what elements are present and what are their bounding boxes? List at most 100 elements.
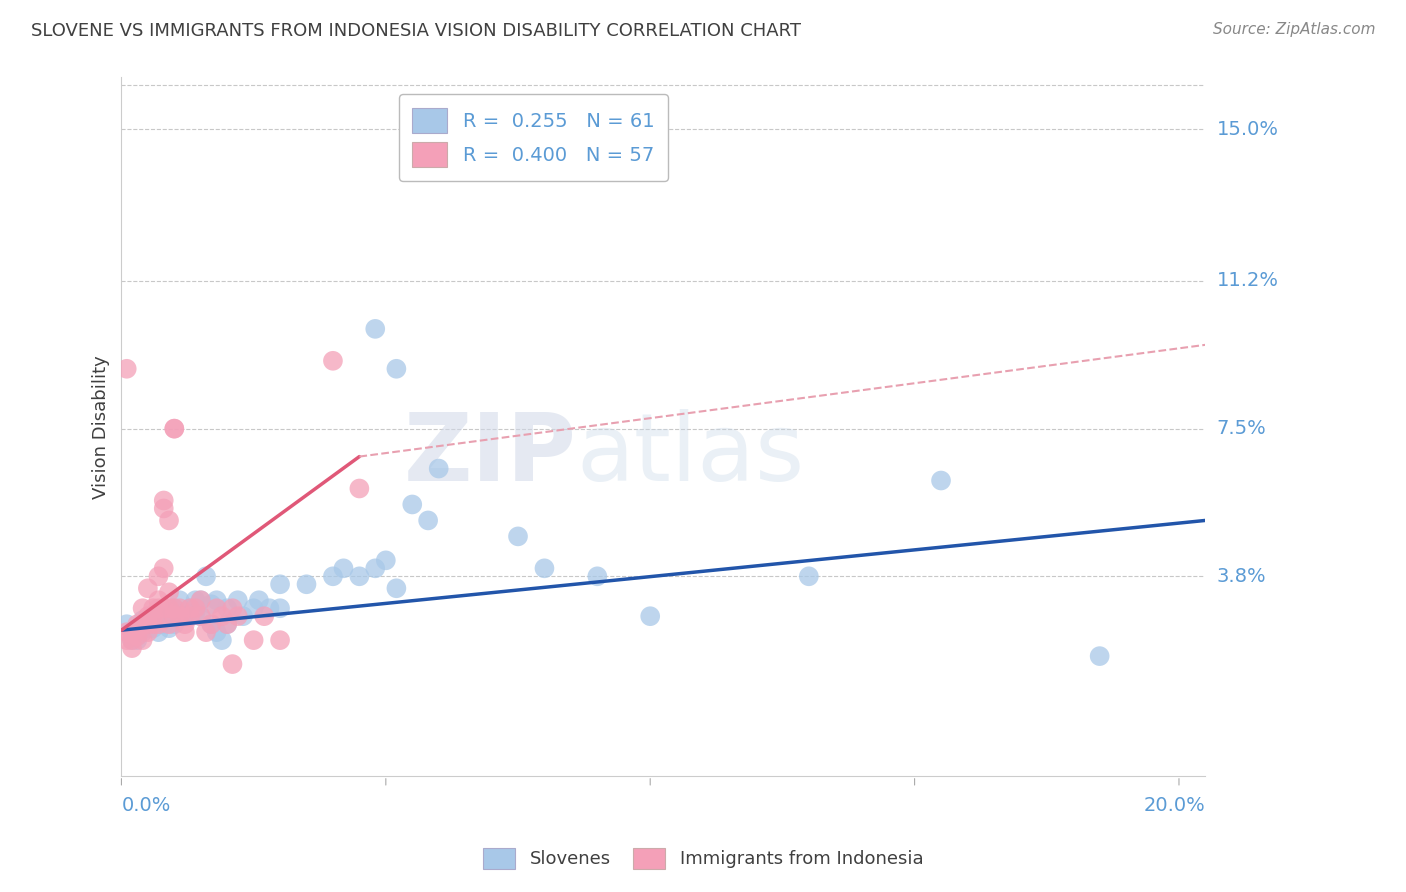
Point	[1088, 649, 1111, 664]
Point	[157, 585, 180, 599]
Point	[174, 617, 197, 632]
Point	[322, 353, 344, 368]
Point	[416, 513, 439, 527]
Point	[385, 361, 408, 376]
Point	[121, 625, 143, 640]
Point	[163, 601, 186, 615]
Point	[364, 322, 387, 336]
Text: 0.0%: 0.0%	[121, 796, 170, 814]
Point	[364, 561, 387, 575]
Text: Source: ZipAtlas.com: Source: ZipAtlas.com	[1212, 22, 1375, 37]
Point	[163, 422, 186, 436]
Point	[148, 617, 170, 632]
Point	[586, 569, 609, 583]
Point	[157, 609, 180, 624]
Point	[131, 625, 153, 640]
Point	[157, 513, 180, 527]
Point	[136, 621, 159, 635]
Text: SLOVENE VS IMMIGRANTS FROM INDONESIA VISION DISABILITY CORRELATION CHART: SLOVENE VS IMMIGRANTS FROM INDONESIA VIS…	[31, 22, 801, 40]
Text: 3.8%: 3.8%	[1216, 566, 1267, 586]
Point	[136, 625, 159, 640]
Point	[427, 461, 450, 475]
Point	[190, 593, 212, 607]
Text: atlas: atlas	[576, 409, 806, 500]
Point	[221, 657, 243, 672]
Point	[242, 601, 264, 615]
Point	[226, 593, 249, 607]
Point	[195, 569, 218, 583]
Point	[179, 601, 201, 615]
Point	[148, 609, 170, 624]
Point	[169, 601, 191, 615]
Point	[127, 617, 149, 632]
Point	[115, 625, 138, 640]
Point	[506, 529, 529, 543]
Text: 11.2%: 11.2%	[1216, 271, 1278, 291]
Point	[211, 609, 233, 624]
Point	[127, 633, 149, 648]
Point	[349, 569, 371, 583]
Point	[157, 617, 180, 632]
Point	[163, 422, 186, 436]
Point	[205, 593, 228, 607]
Point	[190, 609, 212, 624]
Point	[152, 493, 174, 508]
Point	[148, 593, 170, 607]
Point	[157, 601, 180, 615]
Point	[385, 581, 408, 595]
Point	[115, 633, 138, 648]
Point	[169, 593, 191, 607]
Point	[269, 633, 291, 648]
Point	[269, 601, 291, 615]
Point	[152, 617, 174, 632]
Point	[131, 601, 153, 615]
Point	[152, 609, 174, 624]
Point	[322, 569, 344, 583]
Point	[142, 617, 165, 632]
Text: 7.5%: 7.5%	[1216, 419, 1267, 438]
Point	[269, 577, 291, 591]
Point	[174, 605, 197, 619]
Point	[142, 609, 165, 624]
Point	[200, 617, 222, 632]
Point	[184, 605, 207, 619]
Point	[163, 617, 186, 632]
Point	[121, 633, 143, 648]
Point	[200, 597, 222, 611]
Point	[374, 553, 396, 567]
Point	[148, 569, 170, 583]
Point	[148, 601, 170, 615]
Point	[174, 625, 197, 640]
Point	[929, 474, 952, 488]
Point	[242, 633, 264, 648]
Point	[217, 617, 239, 632]
Point	[142, 621, 165, 635]
Point	[200, 617, 222, 632]
Point	[195, 625, 218, 640]
Point	[205, 625, 228, 640]
Point	[232, 609, 254, 624]
Point	[152, 561, 174, 575]
Point	[797, 569, 820, 583]
Point	[121, 625, 143, 640]
Point	[221, 601, 243, 615]
Point	[131, 617, 153, 632]
Point	[211, 633, 233, 648]
Point	[205, 601, 228, 615]
Point	[179, 609, 201, 624]
Point	[152, 501, 174, 516]
Point	[179, 601, 201, 615]
Point	[131, 613, 153, 627]
Point	[217, 617, 239, 632]
Legend: Slovenes, Immigrants from Indonesia: Slovenes, Immigrants from Indonesia	[475, 840, 931, 876]
Point	[247, 593, 270, 607]
Point	[401, 498, 423, 512]
Point	[533, 561, 555, 575]
Point	[142, 601, 165, 615]
Point	[184, 593, 207, 607]
Point	[127, 629, 149, 643]
Point	[190, 593, 212, 607]
Point	[157, 621, 180, 635]
Point	[332, 561, 354, 575]
Point	[115, 617, 138, 632]
